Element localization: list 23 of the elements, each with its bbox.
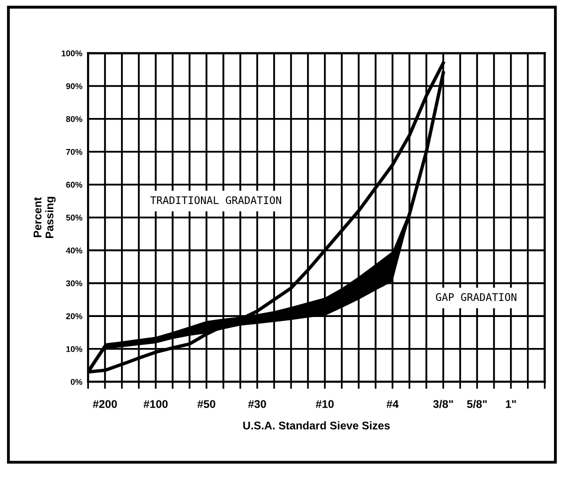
annotation: GAP GRADATION xyxy=(436,293,516,302)
y-tick-label: 40% xyxy=(66,248,82,254)
x-tick-label: #200 xyxy=(92,400,117,408)
x-tick-label: 5/8" xyxy=(467,400,487,408)
y-tick-label: 60% xyxy=(66,182,82,188)
y-tick-label: 100% xyxy=(62,50,82,56)
x-tick-label: #50 xyxy=(197,400,216,408)
y-tick-label: 0% xyxy=(70,378,82,385)
x-tick-label: 1" xyxy=(506,400,516,408)
y-tick-label: 10% xyxy=(66,346,82,352)
y-tick-label: 90% xyxy=(66,83,82,90)
x-tick-label: 3/8" xyxy=(433,400,453,408)
x-tick-label: #30 xyxy=(248,400,266,408)
x-tick-label: #10 xyxy=(316,400,334,408)
y-tick-label: 80% xyxy=(66,116,82,122)
x-axis-title: U.S.A. Standard Sieve Sizes xyxy=(243,421,390,430)
y-tick-label: 20% xyxy=(66,313,82,320)
y-axis-title: Percent Passing xyxy=(34,196,56,238)
y-tick-label: 50% xyxy=(66,214,82,221)
x-tick-label: #4 xyxy=(386,400,399,408)
x-tick-label: #100 xyxy=(144,400,168,408)
y-tick-label: 30% xyxy=(66,280,82,286)
y-tick-label: 70% xyxy=(66,148,82,155)
